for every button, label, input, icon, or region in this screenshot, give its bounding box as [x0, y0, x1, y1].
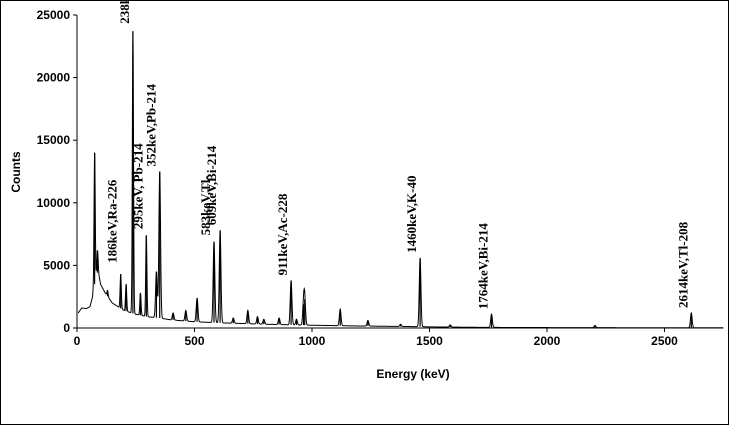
y-tick-label: 20000 — [37, 71, 71, 85]
peak-annotation: 583keV,Tl- — [198, 175, 213, 235]
spectrum-line — [77, 31, 724, 329]
y-axis: 0 5000 10000 15000 20000 25000 — [37, 8, 78, 335]
y-tick-label: 15000 — [37, 133, 71, 147]
x-axis: 0 500 1000 1500 2000 2500 — [74, 327, 724, 348]
x-tick-label: 2500 — [651, 334, 678, 348]
x-tick-label: 0 — [74, 334, 81, 348]
peak-annotation: 295keV, Pb-214 — [130, 143, 145, 229]
y-tick-label: 0 — [63, 321, 70, 335]
x-tick-label: 500 — [184, 334, 204, 348]
y-tick-label: 5000 — [43, 258, 70, 272]
peak-annotation: 1460keV,K-40 — [404, 175, 419, 252]
y-axis-title: Counts — [9, 151, 23, 193]
peak-annotation: 2614keV,Tl-208 — [675, 221, 690, 308]
y-tick-label: 10000 — [37, 196, 71, 210]
x-tick-label: 1500 — [416, 334, 443, 348]
peak-annotation: 186keV,Ra-226 — [105, 179, 120, 263]
peak-annotation: 609keV,Bi-214 — [204, 145, 219, 225]
peak-annotation: 1764keV,Bi-214 — [476, 223, 491, 310]
y-tick-label: 25000 — [37, 8, 71, 22]
peak-annotation: 238keV, Pb-212 — [117, 0, 132, 24]
peak-annotation: 352keV,Pb-214 — [144, 84, 159, 167]
peak-annotations: 186keV,Ra-226 238keV, Pb-212 295keV, Pb-21… — [105, 0, 691, 309]
x-axis-title: Energy (keV) — [376, 367, 449, 381]
peak-annotation: 911keV,Ac-228 — [275, 193, 290, 275]
x-tick-label: 2000 — [534, 334, 561, 348]
plot-area — [77, 31, 724, 329]
x-tick-label: 1000 — [299, 334, 326, 348]
